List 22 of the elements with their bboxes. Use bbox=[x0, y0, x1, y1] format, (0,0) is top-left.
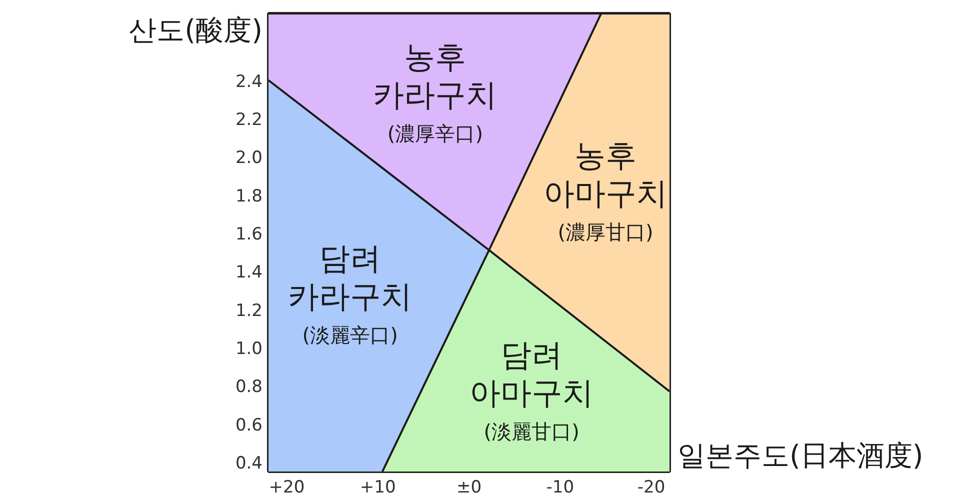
series-label: 농후 아마구치 (濃厚甘口) bbox=[544, 138, 668, 244]
y-tick-label: 0.6 bbox=[235, 415, 263, 436]
y-axis-title: 산도(酸度) bbox=[128, 14, 263, 46]
y-tick-label: 1.4 bbox=[235, 262, 263, 283]
series-label: 농후 카라구치 (濃厚辛口) bbox=[373, 39, 498, 146]
y-tick-label: 2.0 bbox=[235, 148, 263, 168]
y-tick-label: 2.2 bbox=[235, 110, 263, 130]
x-tick-label: ±0 bbox=[456, 478, 482, 498]
series-label: 담려 아마구치 (淡麗甘口) bbox=[470, 337, 594, 444]
y-tick-label: 0.4 bbox=[235, 453, 263, 474]
x-tick-label: +20 bbox=[268, 478, 305, 498]
x-tick-label: -10 bbox=[546, 478, 574, 498]
y-tick-label: 1.8 bbox=[235, 186, 263, 206]
y-tick-label: 2.4 bbox=[235, 72, 263, 92]
y-tick-label: 1.6 bbox=[235, 224, 263, 244]
y-tick-label: 0.8 bbox=[235, 377, 263, 398]
x-tick-label: -20 bbox=[637, 478, 666, 498]
x-tick-label: +10 bbox=[360, 478, 396, 498]
y-tick-label: 1.2 bbox=[235, 300, 263, 321]
series-label: 담려 카라구치 (淡麗辛口) bbox=[288, 241, 412, 348]
y-tick-label: 1.0 bbox=[235, 338, 263, 359]
x-axis-title: 일본주도(日本酒度) bbox=[678, 439, 924, 472]
